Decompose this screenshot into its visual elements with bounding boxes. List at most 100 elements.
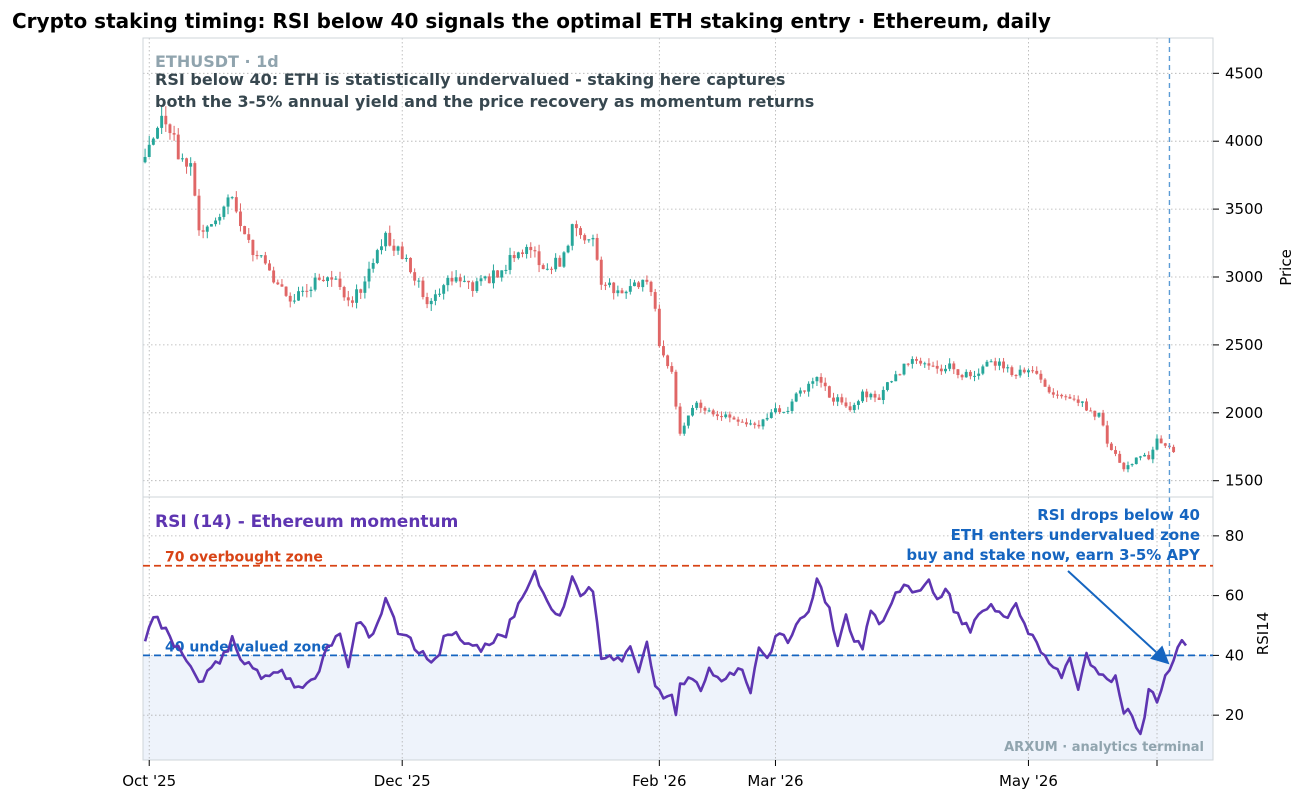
candle [939,364,943,375]
candle [885,381,889,392]
candle [355,284,359,309]
candle [906,362,910,367]
candle [504,264,508,275]
candle-body [778,408,782,413]
x-tick-label: Oct '25 [122,772,176,790]
candle-body [1051,392,1055,395]
candle [570,223,574,251]
candle-body [1126,465,1130,470]
rsi-axis-label: RSI14 [1254,612,1272,655]
candle [545,263,549,271]
candle-body [1138,456,1142,458]
price-tick-label: 3000 [1225,268,1263,286]
candle-body [794,393,798,402]
price-tick-label: 1500 [1225,472,1263,490]
candle [334,276,338,280]
candle-body [189,163,193,167]
candle-body [744,422,748,425]
candle-body [803,390,806,392]
candle [815,376,819,386]
candle-body [910,359,914,364]
candle [156,126,159,140]
candle [637,280,641,290]
candle-body [1018,369,1022,376]
candle [973,370,976,382]
candle [226,194,230,215]
candle [562,251,566,268]
candle [1114,446,1117,457]
candle [346,290,350,307]
candle [1051,388,1055,398]
candle [342,285,346,301]
candle [458,273,462,288]
candle [462,275,466,283]
candle-body [151,138,155,145]
candle [645,275,649,285]
candle [288,292,292,308]
candle-body [330,277,334,280]
candle [396,245,400,255]
candle [981,364,985,376]
candle-body [728,414,732,418]
candle [662,340,665,358]
candle [429,298,433,311]
candle-body [425,297,429,305]
candle-body [172,133,176,135]
candle-body [371,262,375,269]
candle [902,363,906,376]
candle-body [205,226,209,232]
candle [964,369,968,378]
candle [1093,410,1097,421]
candle [272,266,276,284]
candle [997,358,1001,371]
candle [297,286,300,301]
candle [537,244,541,273]
candle-body [703,407,707,411]
candle [185,157,188,174]
candle-body [558,257,562,267]
candle-body [856,401,860,405]
candle-body [375,250,379,263]
candle [657,304,661,348]
candle-body [931,365,935,367]
candle [160,106,164,135]
rsi-tick-label: 80 [1225,527,1244,545]
candle-body [579,228,582,236]
candle-body [471,282,475,292]
candle [583,233,587,244]
candle [1118,450,1122,463]
candle [1151,446,1155,464]
candle [811,377,815,389]
candle-body [508,255,512,270]
candle-body [715,414,719,417]
candle-body [1151,449,1155,460]
candle [164,106,168,132]
candle [413,268,417,286]
candle-body [844,402,848,407]
candle [151,137,155,146]
candle [500,270,504,282]
candle-body [612,282,616,294]
candle-body [595,237,599,260]
candle [877,394,881,401]
candle [1085,398,1088,412]
candle [1010,365,1014,377]
rsi-line [143,569,1188,736]
candle-body [554,257,558,270]
candle [960,373,964,381]
candle-body [890,381,894,383]
candle [313,272,317,292]
candle-body [442,285,446,294]
candle-body [724,414,728,418]
candle [865,388,869,403]
candle-body [989,361,993,363]
candle-body [458,277,462,282]
candle [695,400,699,411]
candle-body [869,393,873,398]
price-tick-label: 4500 [1225,64,1263,82]
candle-body [633,282,636,287]
candle [782,411,786,414]
candle-body [570,224,574,246]
candle-body [433,294,437,301]
candle-body [761,419,765,427]
